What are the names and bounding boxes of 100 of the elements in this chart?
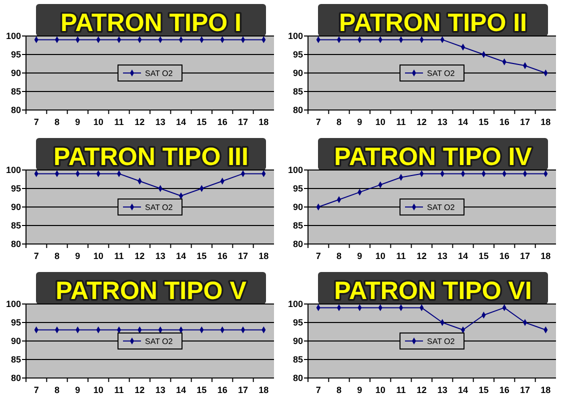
x-tick-label: 12	[416, 385, 427, 395]
x-tick-label: 16	[499, 117, 510, 127]
x-tick-label: 13	[437, 117, 448, 127]
y-tick-label: 85	[292, 220, 303, 231]
y-tick-label: 85	[292, 354, 303, 365]
x-tick-label: 10	[375, 385, 386, 395]
x-tick-label: 15	[478, 385, 489, 395]
y-tick-label: 95	[10, 184, 21, 194]
x-tick-label: 8	[54, 117, 60, 127]
x-tick-label: 14	[458, 251, 468, 261]
x-tick-label: 17	[238, 251, 248, 261]
x-tick-label: 10	[93, 251, 104, 261]
y-tick-label: 95	[292, 318, 303, 328]
x-tick-label: 14	[176, 117, 186, 127]
x-tick-label: 18	[258, 251, 269, 261]
legend-label: SAT O2	[427, 202, 456, 212]
x-tick-label: 9	[357, 251, 362, 261]
x-tick-label: 7	[34, 385, 39, 395]
y-tick-label: 80	[10, 105, 21, 116]
y-tick-label: 90	[10, 202, 21, 212]
x-tick-label: 7	[34, 117, 39, 127]
x-tick-label: 13	[155, 251, 166, 261]
legend-label: SAT O2	[145, 202, 174, 212]
chart-title: PATRON TIPO I	[60, 9, 242, 37]
y-tick-label: 100	[6, 165, 21, 176]
x-tick-label: 15	[478, 251, 489, 261]
y-tick-label: 85	[10, 220, 21, 231]
x-tick-label: 11	[396, 385, 406, 395]
x-tick-label: 12	[416, 251, 427, 261]
x-tick-label: 8	[336, 117, 342, 127]
x-tick-label: 9	[75, 117, 80, 127]
x-tick-label: 8	[336, 251, 342, 261]
x-tick-label: 13	[155, 117, 166, 127]
x-tick-label: 17	[238, 117, 248, 127]
x-tick-label: 14	[176, 251, 186, 261]
x-tick-label: 10	[375, 251, 386, 261]
x-tick-label: 12	[416, 117, 427, 127]
x-tick-label: 18	[540, 117, 551, 127]
x-tick-label: 17	[520, 117, 530, 127]
x-tick-label: 7	[316, 251, 321, 261]
x-tick-label: 11	[114, 385, 124, 395]
x-tick-label: 10	[375, 117, 386, 127]
x-tick-label: 14	[458, 385, 468, 395]
x-tick-label: 15	[196, 251, 207, 261]
x-tick-label: 17	[238, 385, 248, 395]
x-tick-label: 7	[34, 251, 39, 261]
x-tick-label: 13	[155, 385, 166, 395]
y-tick-label: 80	[292, 373, 303, 384]
y-tick-label: 90	[10, 336, 21, 346]
y-tick-label: 90	[292, 336, 303, 346]
x-tick-label: 9	[75, 251, 80, 261]
y-tick-label: 85	[10, 86, 21, 97]
y-tick-label: 95	[292, 50, 303, 60]
x-tick-label: 7	[316, 117, 321, 127]
x-tick-label: 18	[540, 251, 551, 261]
y-tick-label: 90	[10, 68, 21, 78]
x-tick-label: 15	[196, 117, 207, 127]
x-tick-label: 10	[93, 385, 104, 395]
chart-title: PATRON TIPO V	[56, 277, 247, 305]
y-tick-label: 100	[288, 165, 303, 176]
y-tick-label: 100	[6, 299, 21, 310]
x-tick-label: 12	[134, 385, 145, 395]
x-tick-label: 17	[520, 385, 530, 395]
legend-label: SAT O2	[145, 68, 174, 78]
chart-title: PATRON TIPO II	[339, 9, 527, 37]
chart-title: PATRON TIPO III	[54, 143, 248, 171]
legend-label: SAT O2	[427, 68, 456, 78]
x-tick-label: 15	[478, 117, 489, 127]
legend-label: SAT O2	[427, 336, 456, 346]
x-tick-label: 11	[114, 117, 124, 127]
x-tick-label: 8	[54, 251, 60, 261]
y-tick-label: 90	[292, 202, 303, 212]
legend-label: SAT O2	[145, 336, 174, 346]
y-tick-label: 80	[10, 373, 21, 384]
x-tick-label: 15	[196, 385, 207, 395]
y-tick-label: 95	[10, 318, 21, 328]
x-tick-label: 16	[217, 385, 228, 395]
point	[522, 319, 528, 326]
y-tick-label: 80	[292, 239, 303, 250]
y-tick-label: 100	[6, 31, 21, 42]
y-tick-label: 80	[292, 105, 303, 116]
x-tick-label: 7	[316, 385, 321, 395]
x-tick-label: 9	[75, 385, 80, 395]
y-tick-label: 85	[10, 354, 21, 365]
y-tick-label: 100	[288, 31, 303, 42]
x-tick-label: 18	[258, 117, 269, 127]
y-tick-label: 90	[292, 68, 303, 78]
x-tick-label: 14	[458, 117, 468, 127]
x-tick-label: 11	[396, 251, 406, 261]
chart-title: PATRON TIPO IV	[334, 143, 532, 171]
x-tick-label: 10	[93, 117, 104, 127]
x-tick-label: 18	[258, 385, 269, 395]
y-tick-label: 80	[10, 239, 21, 250]
y-tick-label: 95	[10, 50, 21, 60]
chart-title: PATRON TIPO VI	[334, 277, 532, 305]
x-tick-label: 18	[540, 385, 551, 395]
x-tick-label: 16	[499, 385, 510, 395]
y-tick-label: 85	[292, 86, 303, 97]
x-tick-label: 16	[499, 251, 510, 261]
x-tick-label: 11	[396, 117, 406, 127]
